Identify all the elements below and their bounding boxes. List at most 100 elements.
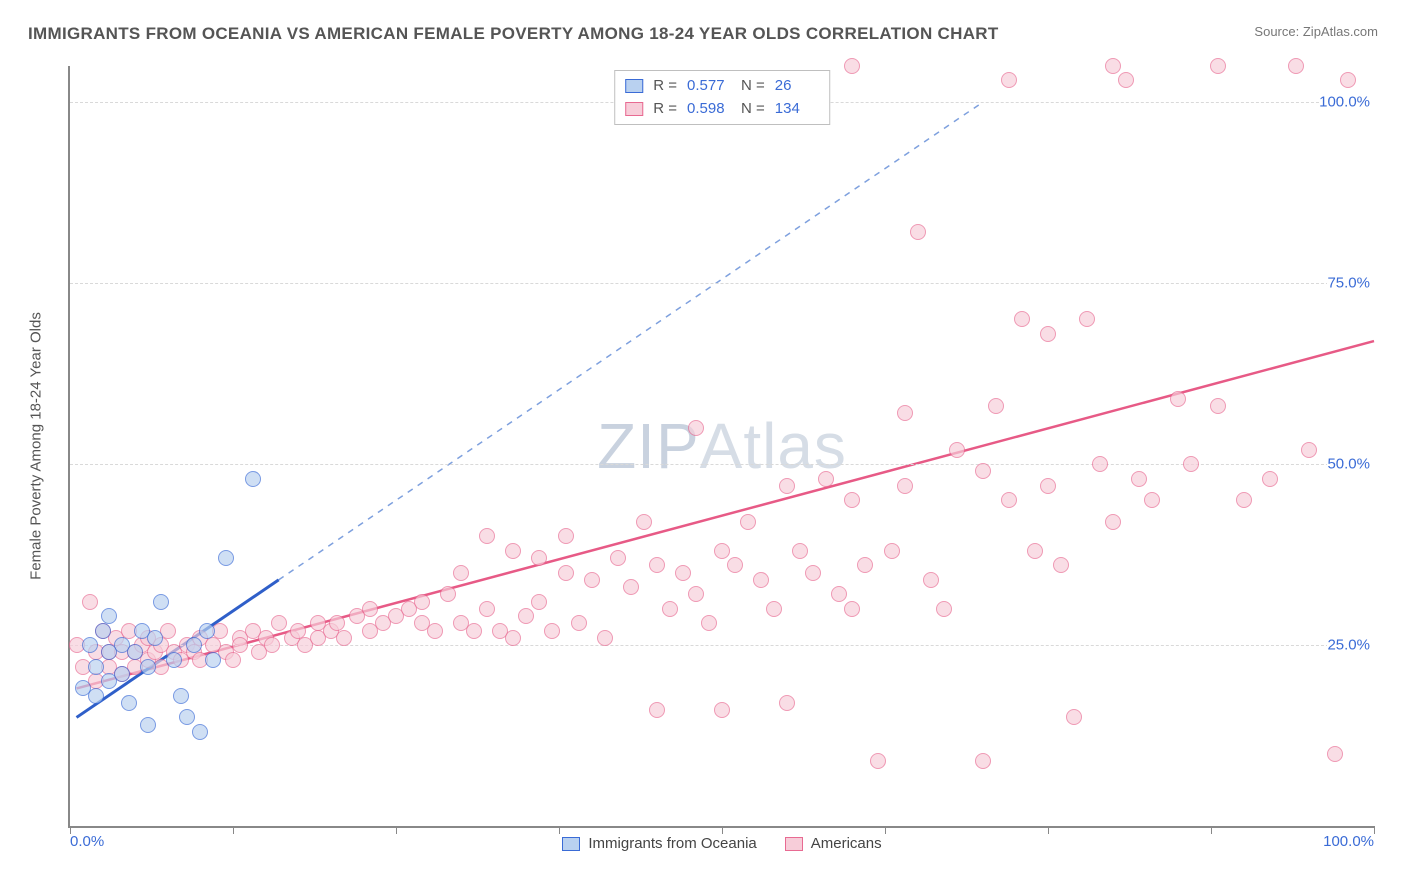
scatter-point-pink (1210, 398, 1226, 414)
scatter-point-pink (897, 478, 913, 494)
scatter-point-pink (1105, 514, 1121, 530)
scatter-point-pink (1340, 72, 1356, 88)
scatter-point-pink (884, 543, 900, 559)
scatter-point-pink (753, 572, 769, 588)
scatter-point-pink (975, 463, 991, 479)
scatter-point-pink (466, 623, 482, 639)
source-name: ZipAtlas.com (1303, 24, 1378, 39)
scatter-point-pink (1040, 478, 1056, 494)
x-tick-label: 0.0% (70, 833, 104, 850)
y-tick-label: 75.0% (1327, 275, 1380, 292)
scatter-point-pink (1236, 492, 1252, 508)
scatter-point-pink (740, 514, 756, 530)
scatter-point-pink (675, 565, 691, 581)
scatter-point-pink (818, 471, 834, 487)
scatter-point-pink (584, 572, 600, 588)
scatter-point-blue (95, 623, 111, 639)
scatter-point-pink (844, 601, 860, 617)
scatter-point-pink (714, 702, 730, 718)
scatter-point-pink (544, 623, 560, 639)
chart-title: IMMIGRANTS FROM OCEANIA VS AMERICAN FEMA… (28, 24, 999, 44)
scatter-point-pink (975, 753, 991, 769)
scatter-point-pink (558, 528, 574, 544)
scatter-point-pink (597, 630, 613, 646)
legend-stats: R = 0.577 N = 26 R = 0.598 N = 134 (614, 70, 830, 125)
n-label: N = (741, 98, 765, 121)
x-tick-label: 100.0% (1323, 833, 1374, 850)
scatter-point-blue (114, 666, 130, 682)
scatter-point-pink (479, 601, 495, 617)
r-label: R = (653, 98, 677, 121)
scatter-point-pink (1288, 58, 1304, 74)
scatter-point-pink (1092, 456, 1108, 472)
scatter-point-pink (714, 543, 730, 559)
legend-swatch-blue (562, 837, 580, 851)
scatter-point-pink (264, 637, 280, 653)
scatter-point-blue (179, 709, 195, 725)
scatter-point-blue (173, 688, 189, 704)
scatter-point-pink (1053, 557, 1069, 573)
legend-swatch-pink (785, 837, 803, 851)
scatter-point-pink (779, 695, 795, 711)
legend-swatch-pink (625, 102, 643, 116)
scatter-point-pink (1040, 326, 1056, 342)
r-value: 0.598 (687, 98, 731, 121)
scatter-point-pink (1301, 442, 1317, 458)
r-value: 0.577 (687, 75, 731, 98)
x-tick-mark (1374, 826, 1375, 834)
scatter-point-pink (336, 630, 352, 646)
scatter-point-pink (831, 586, 847, 602)
scatter-point-pink (897, 405, 913, 421)
scatter-point-pink (232, 637, 248, 653)
scatter-point-pink (1170, 391, 1186, 407)
scatter-point-blue (153, 594, 169, 610)
scatter-point-pink (414, 594, 430, 610)
scatter-point-pink (923, 572, 939, 588)
trend-line (279, 102, 983, 580)
scatter-point-pink (649, 557, 665, 573)
scatter-point-pink (571, 615, 587, 631)
legend-stats-row-0: R = 0.577 N = 26 (625, 75, 819, 98)
scatter-point-pink (505, 543, 521, 559)
scatter-point-pink (271, 615, 287, 631)
scatter-point-blue (245, 471, 261, 487)
x-tick-mark (1211, 826, 1212, 834)
scatter-point-pink (1262, 471, 1278, 487)
legend-item-oceania: Immigrants from Oceania (562, 835, 756, 852)
scatter-point-blue (88, 688, 104, 704)
scatter-point-pink (453, 565, 469, 581)
n-label: N = (741, 75, 765, 98)
scatter-point-pink (1105, 58, 1121, 74)
scatter-point-blue (88, 659, 104, 675)
scatter-point-pink (440, 586, 456, 602)
legend-item-label: Americans (811, 835, 882, 852)
title-row: IMMIGRANTS FROM OCEANIA VS AMERICAN FEMA… (20, 20, 1386, 44)
scatter-point-pink (1001, 492, 1017, 508)
scatter-point-pink (1079, 311, 1095, 327)
legend-item-americans: Americans (785, 835, 882, 852)
scatter-point-blue (199, 623, 215, 639)
gridline (70, 464, 1374, 465)
scatter-point-blue (140, 717, 156, 733)
scatter-point-pink (1327, 746, 1343, 762)
scatter-point-pink (870, 753, 886, 769)
scatter-point-pink (701, 615, 717, 631)
scatter-point-pink (844, 58, 860, 74)
scatter-point-blue (192, 724, 208, 740)
scatter-point-pink (1066, 709, 1082, 725)
correlation-chart: IMMIGRANTS FROM OCEANIA VS AMERICAN FEMA… (20, 20, 1386, 872)
scatter-point-pink (779, 478, 795, 494)
plot-area: Female Poverty Among 18-24 Year Olds ZIP… (68, 66, 1374, 828)
scatter-point-pink (1183, 456, 1199, 472)
scatter-point-pink (1027, 543, 1043, 559)
scatter-point-pink (1144, 492, 1160, 508)
scatter-point-pink (1118, 72, 1134, 88)
legend-stats-row-1: R = 0.598 N = 134 (625, 98, 819, 121)
scatter-point-pink (518, 608, 534, 624)
scatter-point-pink (727, 557, 743, 573)
scatter-point-pink (427, 623, 443, 639)
scatter-point-blue (121, 695, 137, 711)
y-tick-label: 25.0% (1327, 637, 1380, 654)
scatter-point-pink (857, 557, 873, 573)
scatter-point-blue (101, 608, 117, 624)
